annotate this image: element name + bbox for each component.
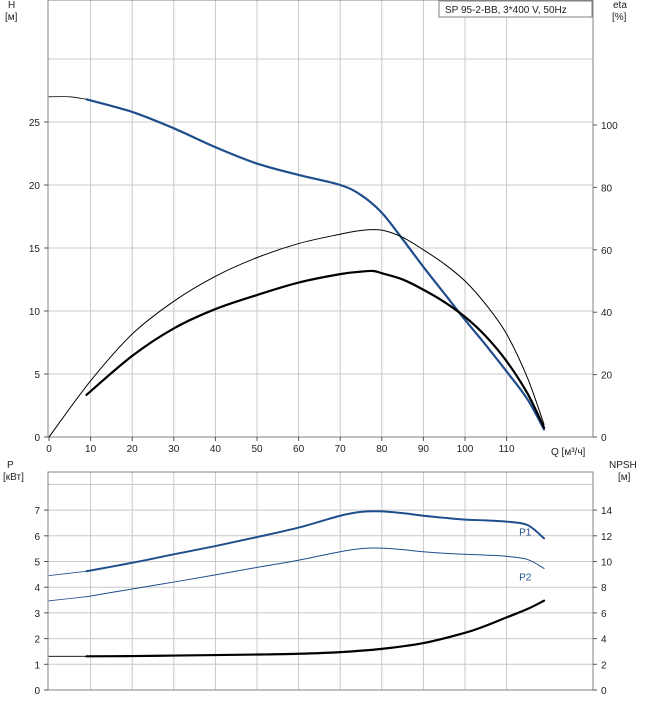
h-axis-label-line2: [м] [5, 12, 18, 23]
h-tick-label: 0 [34, 433, 40, 444]
npsh-tick-label: 4 [601, 635, 607, 646]
p-tick-label: 3 [34, 609, 40, 620]
npsh-tick-label: 0 [601, 686, 607, 697]
bottom-plot-grid [48, 472, 593, 690]
title-box: SP 95-2-BB, 3*400 V, 50Hz [438, 0, 593, 18]
series-line-p1 [85, 510, 546, 573]
bottom-plot-frame [47, 471, 594, 691]
h-tick-label: 10 [29, 307, 41, 318]
bottom-plot-series [48, 510, 546, 658]
plot-frames [47, 0, 594, 691]
npsh-tick-label: 10 [601, 558, 613, 569]
x-tick-label: 40 [210, 444, 222, 455]
series-labels: P1 P2 [519, 527, 532, 583]
title-box-frame [438, 0, 593, 18]
series-line-head [85, 98, 546, 431]
x-axis-label: Q [м³/ч] [551, 447, 586, 458]
eta-tick-label: 0 [601, 433, 607, 444]
p-tick-label: 0 [34, 686, 40, 697]
p-tick-label: 4 [34, 583, 40, 594]
chart-title: SP 95-2-BB, 3*400 V, 50Hz [445, 5, 567, 16]
series-line-head-thin [48, 96, 87, 100]
x-tick-label: 20 [127, 444, 139, 455]
series-line-npsh [85, 599, 546, 658]
x-tick-label: 0 [46, 444, 52, 455]
axis-labels: H [м] eta [%] Q [м³/ч] P [кВт] NPSH [м] [3, 0, 637, 483]
p-tick-label: 7 [34, 506, 40, 517]
eta-tick-label: 60 [601, 246, 613, 257]
series-label-p1: P1 [519, 527, 532, 538]
x-tick-label: 80 [376, 444, 388, 455]
series-line-eta-total [85, 269, 546, 429]
npsh-axis-label-line2: [м] [618, 472, 631, 483]
npsh-axis-label-line1: NPSH [609, 460, 637, 471]
p-tick-label: 1 [34, 660, 40, 671]
npsh-tick-label: 8 [601, 583, 607, 594]
top-plot-frame [47, 0, 594, 438]
eta-axis-label-line2: [%] [612, 12, 627, 23]
x-tick-label: 90 [418, 444, 430, 455]
axis-ticks: 0 10 20 30 40 50 60 70 80 90 100 110051015202502040… [29, 118, 618, 697]
npsh-tick-label: 2 [601, 660, 607, 671]
series-label-p2: P2 [519, 572, 532, 583]
p-axis-label-line2: [кВт] [3, 472, 24, 483]
h-tick-label: 5 [34, 370, 40, 381]
p-tick-label: 5 [34, 558, 40, 569]
x-tick-label: 60 [293, 444, 305, 455]
p-tick-label: 6 [34, 532, 40, 543]
eta-tick-label: 100 [601, 121, 618, 132]
eta-tick-label: 40 [601, 308, 613, 319]
x-tick-label: 100 [457, 444, 474, 455]
series-line-eta-pump [48, 229, 545, 438]
h-tick-label: 25 [29, 118, 41, 129]
npsh-tick-label: 14 [601, 506, 613, 517]
h-tick-label: 15 [29, 244, 41, 255]
top-plot-grid [48, 0, 593, 437]
x-tick-label: 30 [168, 444, 180, 455]
x-tick-label: 10 [85, 444, 97, 455]
series-line-p1-thin [48, 570, 87, 577]
eta-axis-label-line1: eta [613, 0, 627, 11]
eta-tick-label: 80 [601, 183, 613, 194]
top-plot-series [48, 96, 546, 438]
npsh-tick-label: 6 [601, 609, 607, 620]
x-tick-label: 50 [251, 444, 263, 455]
h-axis-label-line1: H [8, 0, 15, 11]
x-tick-label: 110 [499, 444, 515, 455]
series-line-p2 [85, 547, 545, 598]
p-tick-label: 2 [34, 635, 40, 646]
npsh-tick-label: 12 [601, 532, 613, 543]
eta-tick-label: 20 [601, 371, 613, 382]
h-tick-label: 20 [29, 181, 41, 192]
p-axis-label-line1: P [7, 460, 14, 471]
x-tick-label: 70 [335, 444, 347, 455]
series-line-p2-thin [48, 596, 87, 602]
